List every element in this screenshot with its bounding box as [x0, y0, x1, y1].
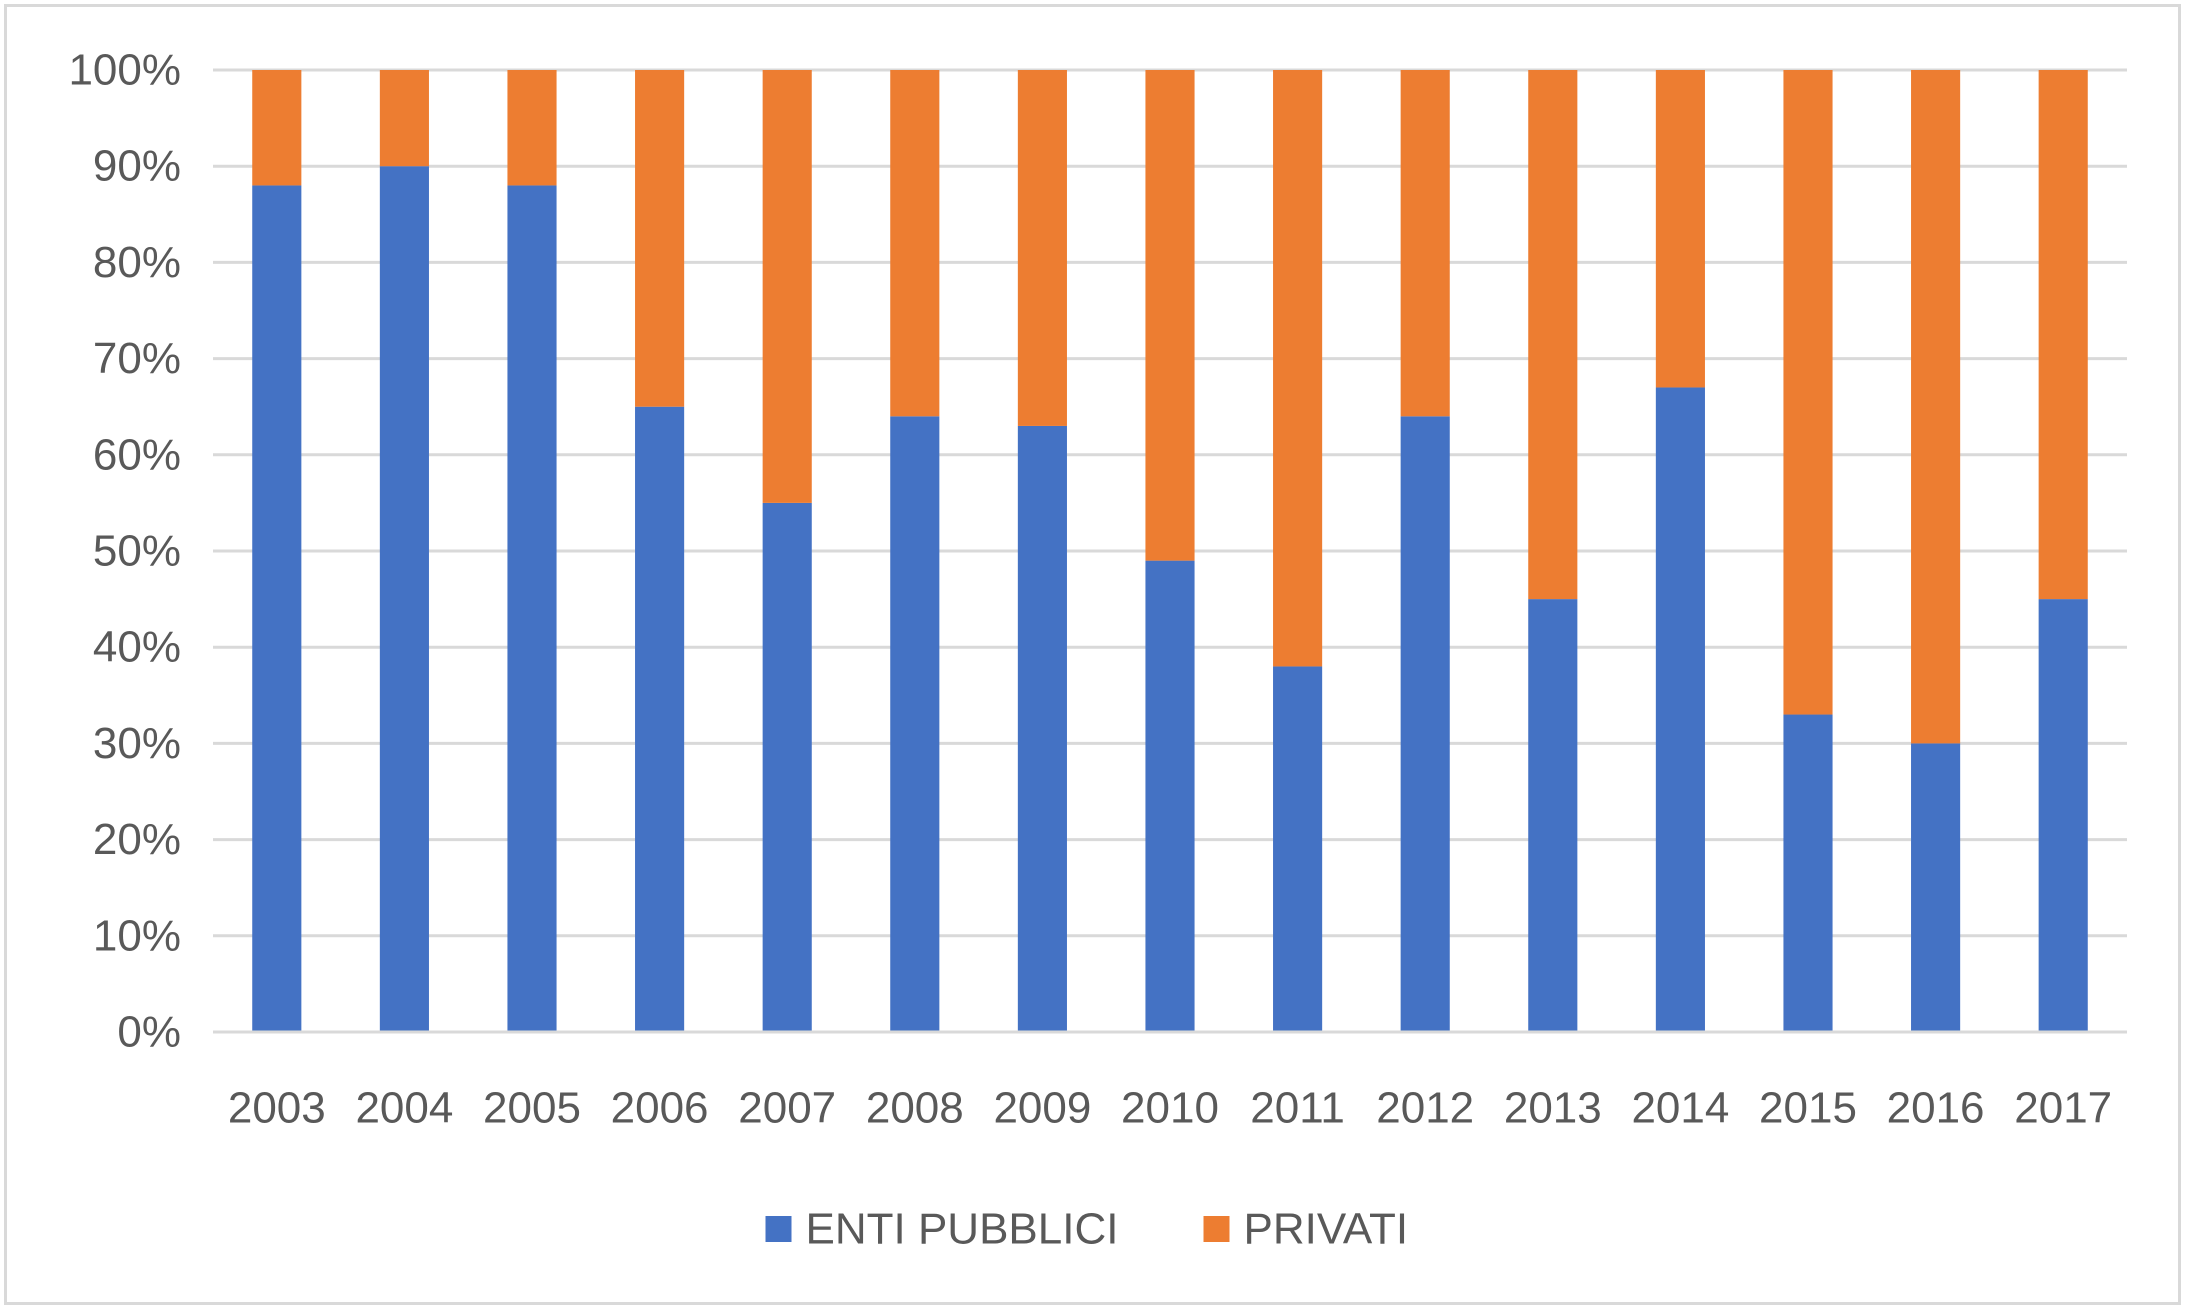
- x-tick-label: 2006: [611, 1084, 709, 1133]
- bar-enti-pubblici-2007: [762, 502, 812, 1032]
- y-tick-label: 0%: [117, 1008, 181, 1057]
- x-tick-label: 2003: [228, 1084, 326, 1133]
- bar-privati-2007: [762, 70, 812, 503]
- bar-enti-pubblici-2012: [1400, 416, 1450, 1032]
- bar-privati-2011: [1273, 70, 1323, 667]
- legend-label: PRIVATI: [1244, 1205, 1409, 1254]
- y-tick-label: 20%: [93, 815, 181, 864]
- bar-privati-2016: [1911, 70, 1961, 744]
- bar-enti-pubblici-2005: [507, 185, 557, 1032]
- x-tick-label: 2012: [1376, 1084, 1474, 1133]
- y-tick-label: 70%: [93, 334, 181, 383]
- x-tick-label: 2013: [1504, 1084, 1602, 1133]
- bar-privati-2005: [507, 70, 557, 186]
- y-tick-label: 90%: [93, 142, 181, 191]
- bar-privati-2012: [1400, 70, 1450, 417]
- x-tick-label: 2008: [866, 1084, 964, 1133]
- bar-enti-pubblici-2003: [252, 185, 302, 1032]
- x-tick-label: 2017: [2014, 1084, 2112, 1133]
- x-tick-label: 2014: [1631, 1084, 1729, 1133]
- x-tick-label: 2005: [483, 1084, 581, 1133]
- x-tick-label: 2015: [1759, 1084, 1857, 1133]
- x-tick-label: 2004: [355, 1084, 453, 1133]
- bar-privati-2015: [1783, 70, 1833, 715]
- bar-enti-pubblici-2006: [635, 406, 685, 1032]
- bars: [252, 70, 2088, 1033]
- x-tick-label: 2011: [1250, 1084, 1345, 1133]
- y-tick-label: 100%: [68, 46, 181, 95]
- bar-enti-pubblici-2017: [2038, 599, 2088, 1032]
- bar-enti-pubblici-2011: [1273, 666, 1323, 1032]
- bar-privati-2006: [635, 70, 685, 407]
- y-tick-label: 10%: [93, 911, 181, 960]
- x-tick-label: 2016: [1887, 1084, 1985, 1133]
- legend-label: ENTI PUBBLICI: [806, 1205, 1119, 1254]
- y-tick-label: 30%: [93, 719, 181, 768]
- y-tick-label: 40%: [93, 623, 181, 672]
- legend: ENTI PUBBLICI PRIVATI: [765, 1205, 1409, 1254]
- x-tick-label: 2010: [1121, 1084, 1219, 1133]
- bar-enti-pubblici-2009: [1017, 425, 1067, 1032]
- bar-privati-2009: [1017, 70, 1067, 426]
- x-tick-label: 2007: [738, 1084, 836, 1133]
- bar-enti-pubblici-2016: [1911, 743, 1961, 1032]
- y-tick-label: 50%: [93, 527, 181, 576]
- bar-enti-pubblici-2014: [1655, 387, 1705, 1033]
- x-tick-labels: 2003 2004 2005 2006 2007 2008 2009 2010 2011 2012…: [228, 1084, 2112, 1133]
- bar-enti-pubblici-2004: [379, 166, 429, 1032]
- bar-privati-2014: [1655, 70, 1705, 388]
- bar-privati-2013: [1528, 70, 1578, 600]
- bar-enti-pubblici-2015: [1783, 714, 1833, 1032]
- legend-swatch: [1203, 1216, 1230, 1242]
- y-tick-label: 60%: [93, 430, 181, 479]
- bar-privati-2003: [252, 70, 302, 186]
- bar-enti-pubblici-2013: [1528, 599, 1578, 1032]
- x-tick-label: 2009: [993, 1084, 1091, 1133]
- bar-privati-2017: [2038, 70, 2088, 600]
- bar-enti-pubblici-2010: [1145, 560, 1195, 1032]
- chart-svg: 0%10%20%30%40%50%60%70%80%90%100% 2003 20…: [68, 46, 2127, 1254]
- y-tick-labels: 0% 10% 20% 30% 40% 50% 60% 70% 80% 90% 100%: [68, 46, 181, 1057]
- bar-privati-2004: [379, 70, 429, 167]
- y-tick-label: 80%: [93, 238, 181, 287]
- legend-swatch: [765, 1216, 792, 1242]
- bar-privati-2010: [1145, 70, 1195, 561]
- bar-enti-pubblici-2008: [890, 416, 940, 1032]
- chart-frame: 0% 10% 20% 30% 40% 50% 60% 70% 80% 90% 100% 2003 20…: [4, 4, 2181, 1305]
- bar-privati-2008: [890, 70, 940, 417]
